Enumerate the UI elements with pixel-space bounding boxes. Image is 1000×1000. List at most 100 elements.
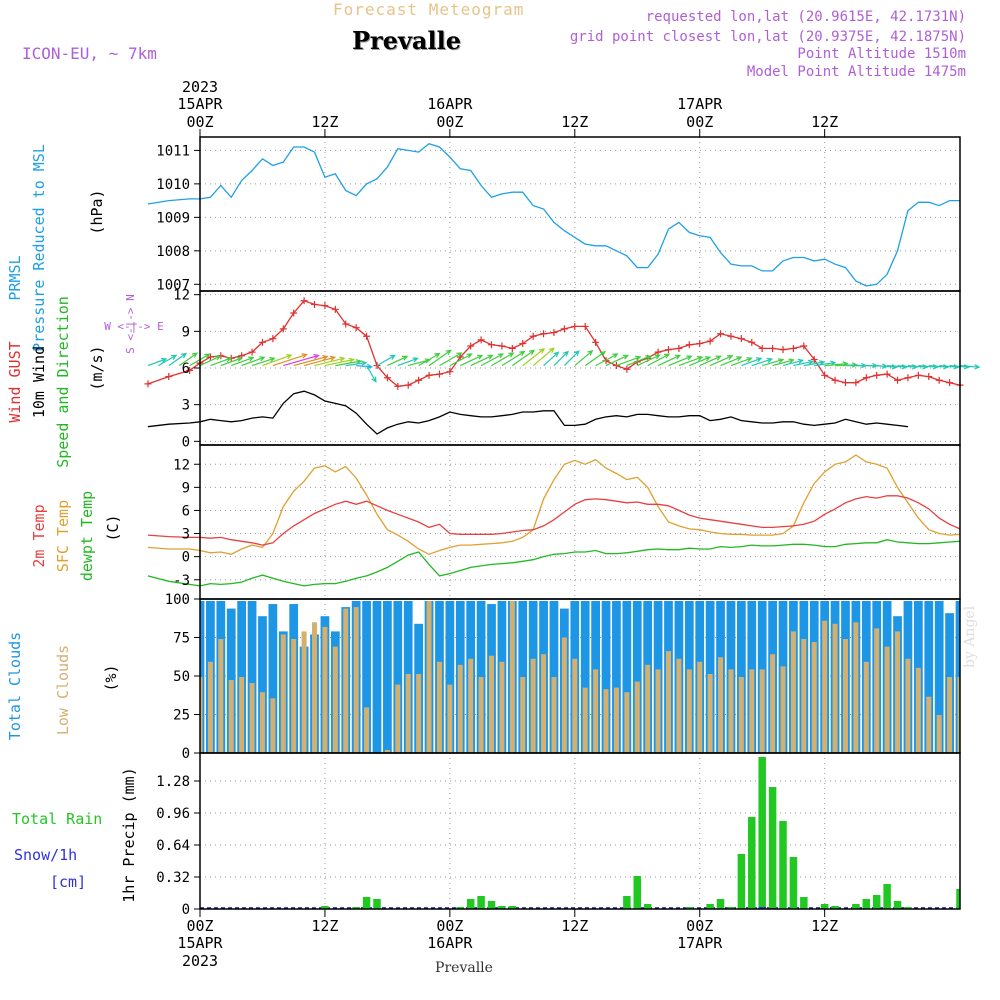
- wind-direction-arrow: [668, 355, 693, 367]
- wind-direction-arrow: [532, 347, 555, 367]
- low-cloud-bar: [239, 677, 245, 753]
- low-cloud-bar: [520, 677, 526, 753]
- low-cloud-bar: [936, 715, 942, 753]
- clouds-ytick-label: 75: [173, 631, 190, 647]
- wind-direction-arrow: [241, 356, 266, 367]
- total-cloud-bar: [247, 601, 257, 753]
- wind-direction-arrow: [147, 357, 168, 367]
- bottom-time-label: 2023: [182, 952, 218, 970]
- low-cloud-bar: [468, 658, 474, 753]
- wind-direction-arrow: [803, 360, 826, 367]
- wind-direction-arrow: [356, 363, 374, 370]
- wind-gust-marker: [821, 371, 829, 379]
- low-cloud-bar: [200, 677, 203, 753]
- chart-title: Forecast Meteogram: [333, 0, 525, 19]
- rain-bar: [956, 889, 960, 909]
- total-cloud-bar: [934, 601, 944, 753]
- wind-gust-marker: [144, 380, 152, 388]
- rain-bar: [758, 757, 766, 909]
- rain-bar: [352, 907, 360, 909]
- wind-gust-marker: [654, 348, 662, 356]
- pressure-ytick-label: 1011: [156, 143, 190, 159]
- rain-bar: [633, 876, 642, 909]
- rain-bar: [508, 906, 517, 909]
- wind-gust-marker: [852, 379, 860, 387]
- low-cloud-bar: [915, 667, 921, 753]
- low-cloud-bar: [613, 687, 619, 753]
- precip-ytick-label: 1.28: [156, 774, 190, 790]
- low-cloud-bar: [749, 669, 755, 753]
- wind-direction-arrow: [449, 353, 473, 367]
- low-cloud-bar: [249, 683, 255, 753]
- low-cloud-bar: [541, 654, 547, 753]
- bottom-time-label: 16APR: [427, 934, 473, 952]
- wind-gust-marker: [758, 344, 766, 352]
- wind-gust-marker: [467, 342, 475, 350]
- wind-gust-line: [147, 300, 961, 387]
- temperature-ytick-label: 9: [182, 480, 190, 496]
- wind-ytick-label: 0: [182, 434, 190, 450]
- wind-direction-arrow: [637, 354, 661, 367]
- wind-gust-marker: [394, 382, 402, 390]
- wind-gust-marker: [696, 340, 704, 348]
- wind-gust-marker: [446, 368, 454, 376]
- wind-gust-marker: [404, 381, 412, 389]
- wind-direction-arrow: [730, 357, 753, 367]
- wind-gust-marker: [383, 374, 391, 382]
- wind-gust-marker: [529, 332, 537, 340]
- low-cloud-bar: [645, 664, 651, 753]
- total-cloud-bar: [383, 601, 392, 753]
- pressure-ytick-label: 1007: [156, 277, 190, 293]
- clouds-ytick-label: 100: [165, 592, 190, 608]
- low-cloud-bar: [874, 628, 880, 753]
- bottom-time-label: 12Z: [811, 917, 838, 935]
- total-cloud-bar: [580, 601, 590, 753]
- total-cloud-bar: [924, 601, 934, 753]
- wind-direction-arrow: [272, 353, 308, 367]
- temperature-axis-title: dewpt Temp: [78, 491, 96, 581]
- model-label: ICON-EU, ~ 7km: [22, 44, 157, 63]
- wind-gust-marker: [685, 341, 693, 349]
- wind-gust-marker: [540, 330, 548, 338]
- data-marks: [144, 142, 981, 909]
- wind-gust-marker: [862, 374, 870, 382]
- wind-compass-vertical: S <-|-> N: [124, 294, 137, 354]
- low-cloud-bar: [301, 631, 307, 753]
- point-altitude: Point Altitude 1510m: [797, 46, 966, 62]
- temperature-ytick-label: 12: [173, 457, 190, 473]
- temperature-ytick-label: 3: [182, 527, 190, 543]
- total-cloud-bar: [601, 601, 611, 753]
- low-cloud-bar: [863, 661, 869, 753]
- wind-direction-arrow: [709, 355, 734, 367]
- low-cloud-bar: [572, 658, 578, 753]
- clouds-axis-title: (%): [102, 664, 120, 691]
- precip-axis-title: 1hr Precip (mm): [120, 767, 138, 902]
- low-cloud-bar: [530, 658, 536, 753]
- wind-direction-arrow: [647, 353, 671, 367]
- low-cloud-bar: [790, 631, 796, 753]
- pressure-axis-title: PRMSL: [6, 255, 24, 300]
- rain-bar: [623, 896, 631, 909]
- wind-direction-arrow: [283, 354, 320, 367]
- wind-gust-marker: [623, 365, 631, 373]
- precip-ytick-label: 0.96: [156, 806, 190, 822]
- wind-direction-arrow: [314, 356, 346, 367]
- temperature-ytick-label: 6: [182, 503, 190, 519]
- wind-gust-marker: [894, 376, 902, 384]
- low-cloud-bar: [926, 696, 932, 753]
- pressure-ytick-label: 1009: [156, 210, 190, 226]
- wind-direction-arrow: [418, 352, 441, 367]
- snow-legend: Snow/1h: [14, 846, 77, 864]
- wind-gust-marker: [800, 342, 808, 350]
- wind-direction-arrow: [491, 352, 515, 367]
- wind-gust-marker: [946, 379, 954, 387]
- wind-gust-marker: [352, 324, 360, 332]
- clouds-ytick-label: 0: [182, 746, 190, 762]
- wind-ytick-label: 9: [182, 324, 190, 340]
- rain-bar: [820, 904, 829, 909]
- requested-coordinates: requested lon,lat (20.9615E, 42.1731N): [645, 9, 966, 25]
- low-cloud-bar: [218, 639, 224, 753]
- wind-speed-line: [147, 390, 908, 435]
- low-cloud-bar: [509, 601, 515, 753]
